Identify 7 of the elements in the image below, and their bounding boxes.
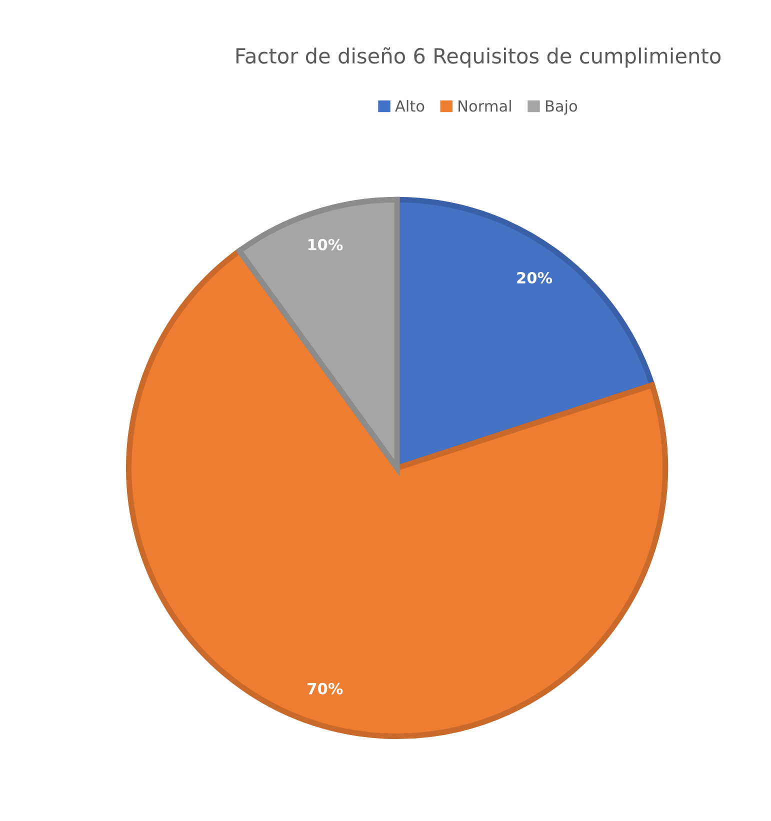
chart-title: Factor de diseño 6 Requisitos de cumplimiento [236,47,721,68]
data-label: 20% [517,272,552,284]
data-label: 70% [308,682,343,694]
data-label: 10% [308,238,343,250]
legend-label: Bajo [546,100,578,115]
legend-label: Alto [395,100,424,112]
legend-label: Normal [458,100,511,112]
